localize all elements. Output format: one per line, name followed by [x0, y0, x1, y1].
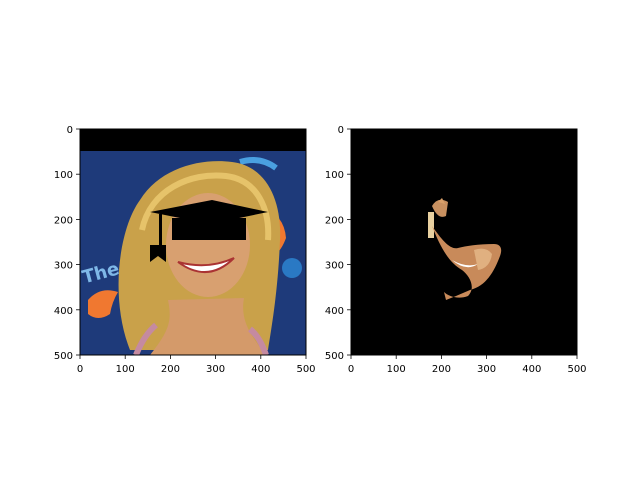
- y-tick-label: 500: [325, 351, 344, 362]
- x-tick-label: 300: [477, 364, 496, 375]
- x-tick-label: 500: [296, 364, 315, 375]
- x-tick-label: 100: [387, 364, 406, 375]
- x-tick-label: 400: [522, 364, 541, 375]
- y-tick-label: 100: [54, 170, 73, 181]
- x-tick-label: 200: [432, 364, 451, 375]
- x-tick-label: 200: [161, 364, 180, 375]
- right-mask-image: [351, 129, 577, 355]
- x-tick-label: 500: [567, 364, 586, 375]
- x-tick-label: 100: [116, 364, 135, 375]
- x-tick-label: 300: [206, 364, 225, 375]
- y-tick-label: 200: [325, 215, 344, 226]
- y-tick-label: 0: [338, 125, 344, 136]
- y-tick-label: 200: [54, 215, 73, 226]
- y-tick-label: 300: [325, 261, 344, 272]
- y-tick-label: 100: [325, 170, 344, 181]
- left-image: The: [80, 129, 306, 355]
- right-mask-panel: [351, 129, 577, 355]
- y-tick-label: 500: [54, 351, 73, 362]
- left-image-panel: The: [80, 129, 306, 355]
- x-tick-label: 400: [251, 364, 270, 375]
- x-tick-label: 0: [348, 364, 354, 375]
- x-tick-label: 0: [77, 364, 83, 375]
- y-tick-label: 400: [54, 306, 73, 317]
- y-tick-label: 0: [67, 125, 73, 136]
- y-tick-label: 300: [54, 261, 73, 272]
- y-tick-label: 400: [325, 306, 344, 317]
